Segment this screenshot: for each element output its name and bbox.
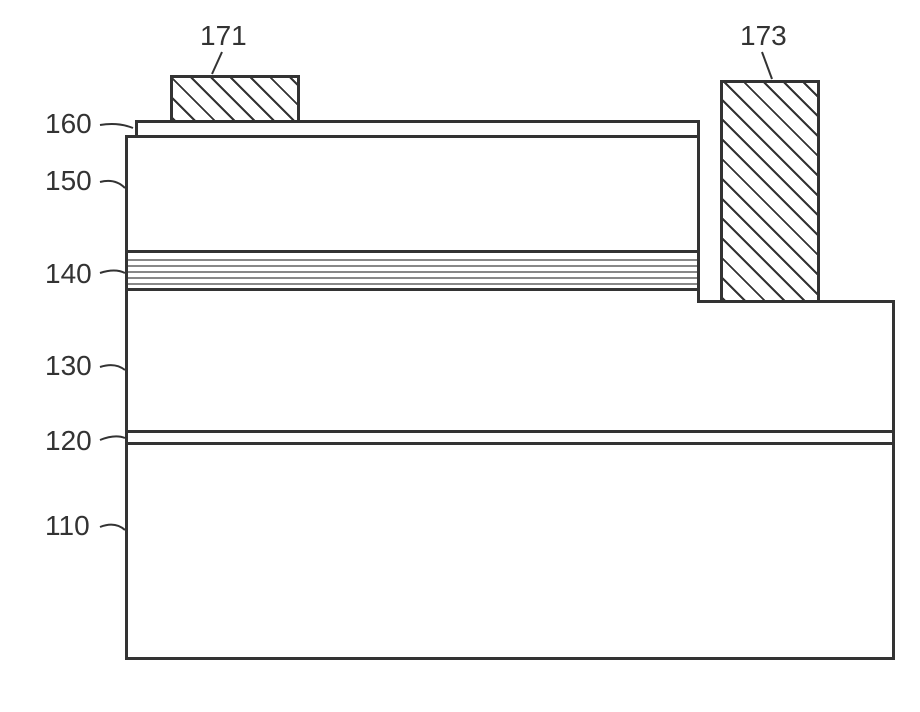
layer-140	[125, 250, 700, 291]
label-140: 140	[45, 258, 92, 290]
label-171: 171	[200, 20, 247, 52]
label-120: 120	[45, 425, 92, 457]
label-110: 110	[45, 510, 90, 542]
label-130: 130	[45, 350, 92, 382]
layer-150	[125, 135, 700, 253]
label-150: 150	[45, 165, 92, 197]
layer-130	[125, 300, 895, 433]
cross-section-diagram: 171 173 160 150 140 130 120 110	[0, 0, 920, 712]
block-173	[720, 80, 820, 303]
label-173: 173	[740, 20, 787, 52]
block-171	[170, 75, 300, 123]
label-160: 160	[45, 108, 92, 140]
layer-110	[125, 442, 895, 660]
